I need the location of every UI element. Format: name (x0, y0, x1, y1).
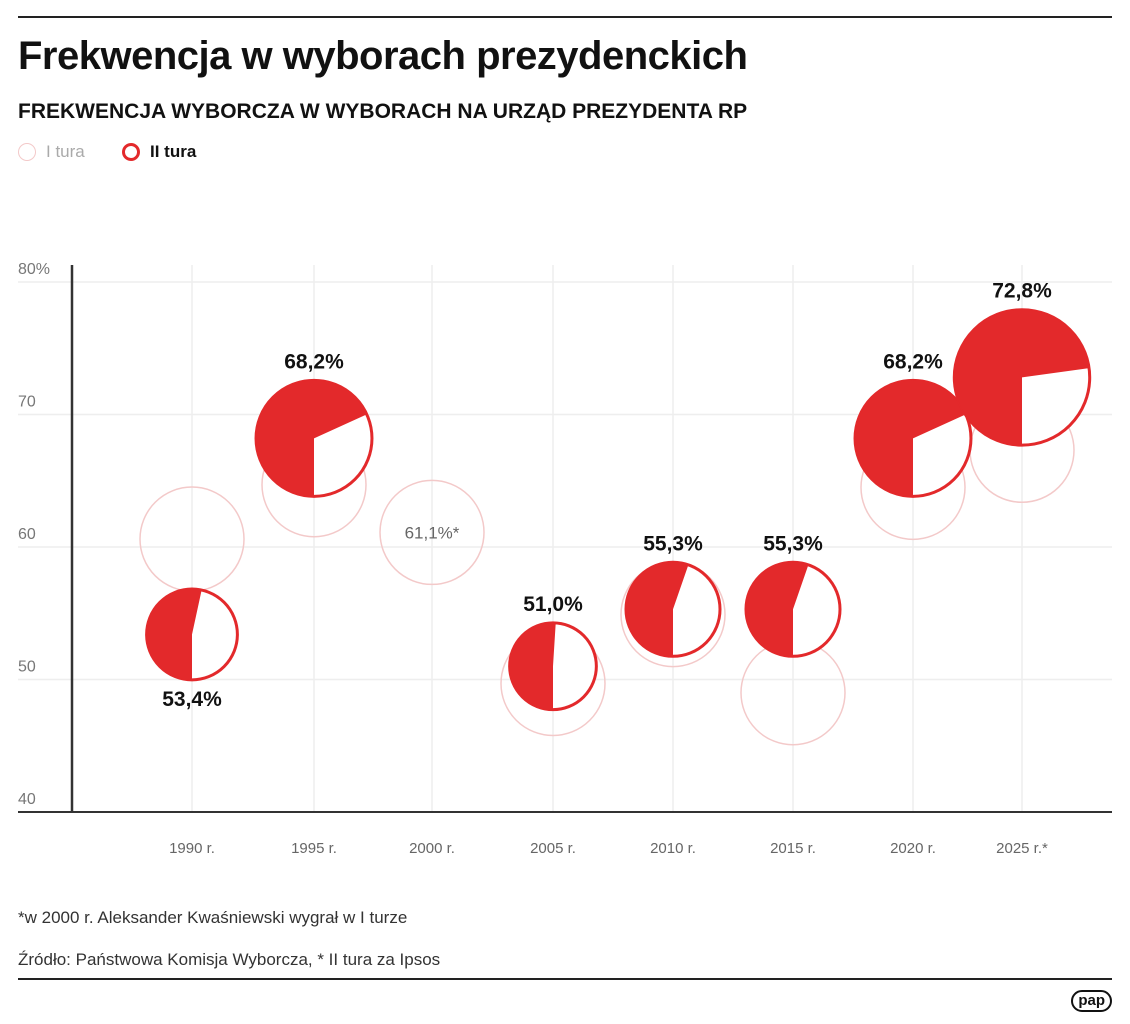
legend-marker-round1 (18, 143, 36, 161)
round2-turnout-slice (146, 589, 202, 680)
x-tick-label: 2020 r. (890, 840, 936, 857)
x-tick-label: 1995 r. (291, 840, 337, 857)
y-tick-label: 60 (18, 526, 36, 543)
round2-data-label: 55,3% (763, 532, 823, 555)
round2-data-label: 53,4% (162, 688, 222, 711)
footnote: *w 2000 r. Aleksander Kwaśniewski wygrał… (18, 908, 408, 927)
legend-marker-round2 (122, 143, 140, 161)
round1-data-label: 61,1%* (405, 523, 460, 542)
legend-label-round2: II tura (150, 142, 197, 161)
y-tick-label: 50 (18, 659, 36, 676)
round1-bubble (379, 479, 485, 586)
page-title: Frekwencja w wyborach prezydenckich (18, 34, 748, 78)
round2-turnout-slice (855, 380, 966, 497)
x-tick-label: 2015 r. (770, 840, 816, 857)
y-tick-label: 40 (18, 791, 36, 808)
x-tick-label: 2005 r. (530, 840, 576, 857)
top-rule (18, 16, 1112, 18)
round2-data-label: 55,3% (643, 532, 703, 555)
legend-label-round1: I tura (46, 142, 85, 161)
bottom-rule (18, 978, 1112, 980)
x-tick-label: 2000 r. (409, 840, 455, 857)
round2-turnout-slice (509, 622, 556, 710)
round2-turnout-slice (745, 562, 809, 657)
y-tick-label: 80% (18, 261, 50, 278)
round2-turnout-slice (625, 562, 689, 657)
round2-data-label: 68,2% (883, 350, 943, 373)
chart-subtitle: FREKWENCJA WYBORCZA W WYBORACH NA URZĄD … (18, 100, 748, 123)
x-tick-label: 1990 r. (169, 840, 215, 857)
round2-turnout-slice (954, 309, 1090, 446)
pap-logo: pap (1071, 990, 1112, 1012)
x-tick-label: 2010 r. (650, 840, 696, 857)
round2-data-label: 51,0% (523, 593, 583, 616)
round2-data-label: 72,8% (992, 280, 1052, 303)
legend-item-round1: I tura (18, 142, 85, 162)
legend-item-round2: II tura (122, 142, 196, 162)
round2-data-label: 68,2% (284, 350, 344, 373)
source-note: Źródło: Państwowa Komisja Wyborcza, * II… (18, 950, 441, 969)
x-tick-label: 2025 r.* (996, 840, 1048, 857)
y-tick-label: 70 (18, 394, 36, 411)
round2-turnout-slice (256, 380, 367, 497)
